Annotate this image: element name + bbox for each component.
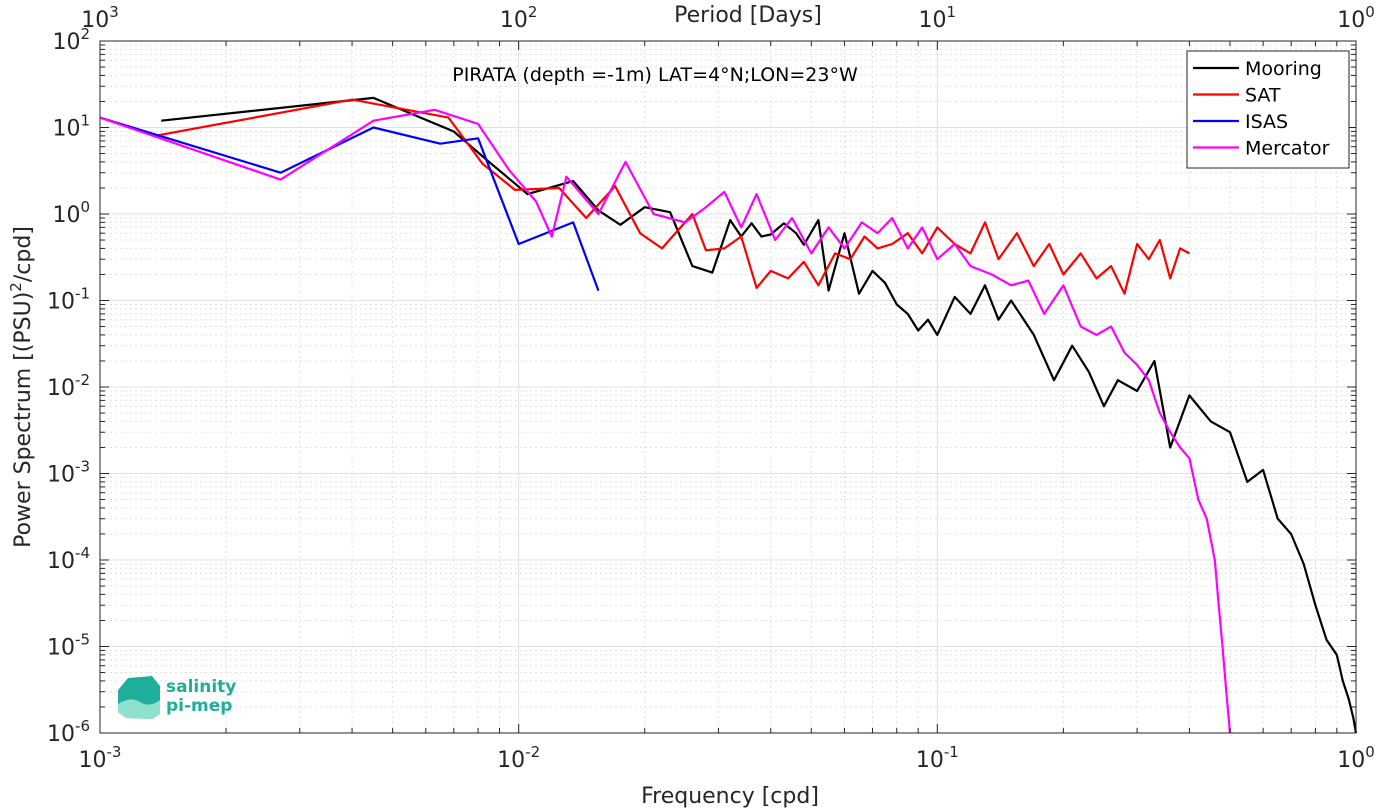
top-tick-label-exp: 0 (1365, 3, 1375, 21)
x-tick-label: 100 (1337, 743, 1375, 773)
top-tick-label-exp: 3 (109, 3, 119, 21)
y-tick-label-exp: -2 (75, 371, 90, 389)
y-tick-label-base: 10 (47, 549, 75, 574)
x-tick-label-exp: 0 (1365, 743, 1375, 761)
legend-label-mercator: Mercator (1245, 138, 1330, 160)
x-tick-label: 10-1 (916, 743, 959, 773)
top-tick-label-base: 10 (81, 8, 109, 33)
grid (99, 41, 1356, 734)
x-tick-label-base: 10 (916, 748, 944, 773)
x-tick-label-base: 10 (1337, 748, 1365, 773)
logo-text-salinity: salinity (166, 677, 236, 697)
top-tick-label-exp: 2 (528, 3, 538, 21)
y-tick-label-exp: 2 (80, 25, 90, 43)
x-tick-label: 10-3 (79, 743, 122, 773)
top-tick-label-base: 10 (500, 8, 528, 33)
y-tick-label-exp: -6 (75, 717, 90, 735)
top-tick-label: 102 (500, 3, 538, 33)
y-tick-label: 100 (52, 198, 90, 228)
chart-title: PIRATA (depth =-1m) LAT=4°N;LON=23°W (452, 64, 858, 86)
y-axis-title: Power Spectrum [(PSU)2/cpd] (7, 226, 36, 548)
series-line-mooring (161, 96, 1358, 734)
y-tick-label: 10-3 (47, 458, 90, 488)
x-tick-label: 10-2 (497, 743, 540, 773)
y-tick-label-base: 10 (47, 290, 75, 315)
y-tick-label: 10-6 (47, 717, 90, 747)
y-tick-label-exp: 0 (80, 198, 90, 216)
y-tick-label-exp: 1 (80, 112, 90, 130)
y-tick-label-base: 10 (47, 722, 75, 747)
logo-wave-light-icon (118, 699, 160, 719)
y-tick-label: 101 (52, 112, 90, 142)
y-tick-label-base: 10 (52, 117, 80, 142)
y-tick-label-base: 10 (47, 376, 75, 401)
y-tick-label-exp: -4 (75, 544, 90, 562)
series-line-isas (99, 116, 600, 291)
y-tick-label-base: 10 (47, 463, 75, 488)
y-axis-title-main: Power Spectrum [(PSU) (11, 292, 36, 548)
top-tick-label-exp: 1 (947, 3, 957, 21)
axis-ticks: 10-3 10-2 10-1 10010-610-510-410-310-210-11… (47, 3, 1375, 773)
top-tick-label: 101 (919, 3, 957, 33)
y-tick-label: 10-5 (47, 631, 90, 661)
y-axis-title-sup: 2 (7, 282, 25, 292)
y-tick-label-base: 10 (52, 30, 80, 55)
x-axis-title: Frequency [cpd] (641, 784, 819, 809)
y-tick-label-exp: -1 (75, 285, 90, 303)
legend: Mooring SAT ISAS Mercator (1186, 50, 1350, 169)
y-tick-label: 10-4 (47, 544, 90, 574)
x-tick-label-exp: -2 (525, 743, 540, 761)
y-axis-title-end: /cpd] (11, 226, 36, 282)
legend-label-isas: ISAS (1245, 111, 1288, 133)
logo-text-pi-mep: pi-mep (166, 696, 232, 716)
series-lines (99, 96, 1358, 734)
top-tick-label-base: 10 (1337, 8, 1365, 33)
salinity-pi-mep-logo: salinity pi-mep (118, 676, 236, 719)
top-axis-title: Period [Days] (674, 3, 822, 28)
top-tick-label: 100 (1337, 3, 1375, 33)
series-line-sat (154, 98, 1190, 295)
y-tick-label-exp: -5 (75, 631, 90, 649)
x-tick-label-exp: -3 (107, 743, 122, 761)
y-tick-label: 102 (52, 25, 90, 55)
legend-label-mooring: Mooring (1245, 58, 1322, 80)
y-tick-label: 10-1 (47, 285, 90, 315)
y-tick-label: 10-2 (47, 371, 90, 401)
x-tick-label-base: 10 (497, 748, 525, 773)
series-line-mercator (99, 108, 1232, 734)
top-tick-label-base: 10 (919, 8, 947, 33)
legend-label-sat: SAT (1245, 85, 1281, 107)
y-tick-label-base: 10 (52, 203, 80, 228)
x-tick-label-exp: -1 (944, 743, 959, 761)
y-tick-label-exp: -3 (75, 458, 90, 476)
y-tick-label-base: 10 (47, 636, 75, 661)
top-tick-label: 103 (81, 3, 119, 33)
x-tick-label-base: 10 (79, 748, 107, 773)
